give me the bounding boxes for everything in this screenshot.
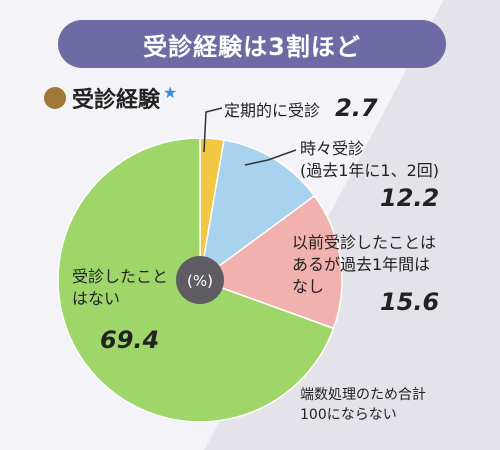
footnote-line2: 100にならない <box>300 407 397 423</box>
label-sometimes-line2: (過去1年に1、2回) <box>300 161 440 180</box>
value-sometimes: 12.2 <box>380 184 440 212</box>
label-never: 受診したこと はない <box>72 266 168 310</box>
label-sometimes-line1: 時々受診 <box>300 139 365 158</box>
label-sometimes: 時々受診 (過去1年に1、2回) <box>300 138 439 182</box>
footnote: 端数処理のため合計 100にならない <box>300 385 426 425</box>
pie-slice-previous <box>198 194 343 330</box>
value-previous: 15.6 <box>380 288 440 316</box>
label-previous-line2: あるが過去1年間は <box>292 255 431 274</box>
value-regular: 2.7 <box>335 94 378 122</box>
bullet-dot <box>44 87 66 109</box>
star-icon: ★ <box>163 82 178 102</box>
label-regular: 定期的に受診 2.7 <box>224 94 378 122</box>
pie-slice-sometimes <box>198 139 316 282</box>
label-previous-line3: なし <box>292 277 325 296</box>
chart-title: 受診経験は3割ほど <box>143 32 361 61</box>
footnote-line1: 端数処理のため合計 <box>300 387 426 403</box>
value-never: 69.4 <box>100 326 160 354</box>
title-banner: 受診経験は3割ほど <box>58 20 446 68</box>
label-regular-text: 定期的に受診 <box>224 101 321 120</box>
leader-sometimes <box>244 149 297 166</box>
pie-center-hole <box>176 256 224 304</box>
label-never-line1: 受診したこと <box>72 267 169 286</box>
label-previous-line1: 以前受診したことは <box>292 233 437 252</box>
subtitle-row: 受診経験 ★ <box>44 82 177 114</box>
label-previous: 以前受診したことは あるが過去1年間は なし <box>292 232 436 298</box>
label-never-line2: はない <box>72 289 121 308</box>
center-unit-label: (%) <box>187 272 213 290</box>
chart-subtitle: 受診経験 <box>72 88 161 113</box>
leader-regular <box>203 107 223 153</box>
